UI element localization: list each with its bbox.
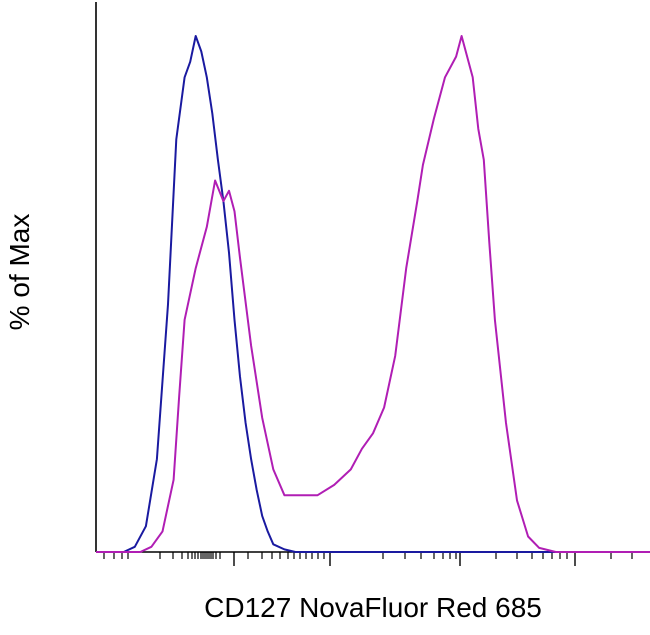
- series-line-1: [96, 35, 650, 553]
- y-axis-label: % of Max: [4, 213, 35, 331]
- x-axis-label: CD127 NovaFluor Red 685: [204, 592, 542, 623]
- y-axis-label-container: % of Max: [0, 0, 40, 635]
- series-line-0: [96, 35, 650, 553]
